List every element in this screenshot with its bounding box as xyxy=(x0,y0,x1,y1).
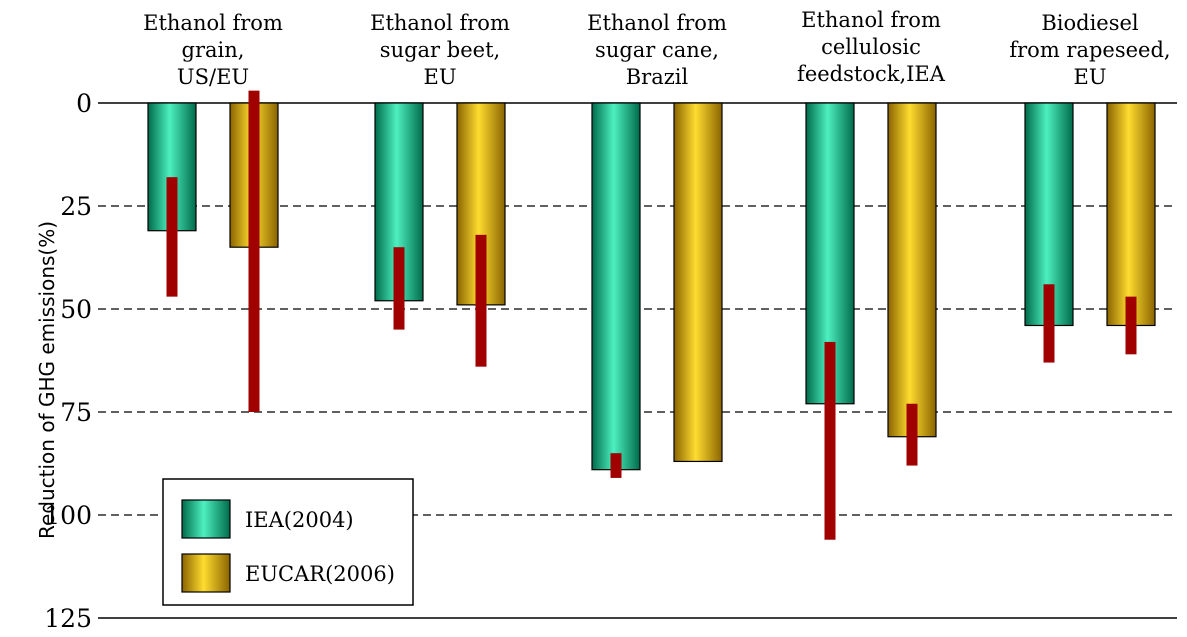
legend-swatch xyxy=(181,553,231,593)
y-tick-label: 0 xyxy=(76,89,92,118)
range-bar xyxy=(166,177,178,297)
y-tick-labels: 0 25 50 75 100 125 xyxy=(44,89,92,633)
bar-eucar-2 xyxy=(673,102,723,463)
category-label: Ethanol from sugar beet, EU xyxy=(370,11,510,89)
y-tick-label: 100 xyxy=(44,501,92,530)
bars xyxy=(147,102,1156,471)
y-axis-label: Reduction of GHG emissions(%) xyxy=(35,221,59,539)
y-tick-label: 125 xyxy=(44,604,92,633)
category-labels: Ethanol from grain, US/EU Ethanol from sugar… xyxy=(143,8,1170,89)
y-tick-label: 50 xyxy=(60,295,92,324)
range-bar xyxy=(1125,296,1137,355)
category-label: Ethanol from cellulosic feedstock,IEA xyxy=(797,8,946,86)
bar-eucar-3 xyxy=(887,102,937,438)
range-bar xyxy=(475,234,487,367)
legend-swatch xyxy=(181,499,231,539)
category-label: Ethanol from grain, US/EU xyxy=(143,11,283,89)
range-bar xyxy=(824,341,836,540)
range-bar xyxy=(906,403,918,466)
category-label: Ethanol from sugar cane, Brazil xyxy=(587,11,727,89)
range-bar xyxy=(393,247,405,330)
legend-label: EUCAR(2006) xyxy=(245,562,395,586)
range-bar xyxy=(248,90,260,412)
category-label: Biodiesel from rapeseed, EU xyxy=(1009,11,1170,89)
bar-iea-2 xyxy=(591,102,641,471)
range-bars xyxy=(166,90,1137,540)
legend: IEA(2004) EUCAR(2006) xyxy=(162,478,414,606)
bar-eucar-4 xyxy=(1106,102,1156,327)
y-tick-label: 75 xyxy=(60,398,92,427)
range-bar xyxy=(1043,284,1055,363)
range-bar xyxy=(610,453,622,478)
y-tick-label: 25 xyxy=(60,192,92,221)
legend-label: IEA(2004) xyxy=(245,508,354,532)
